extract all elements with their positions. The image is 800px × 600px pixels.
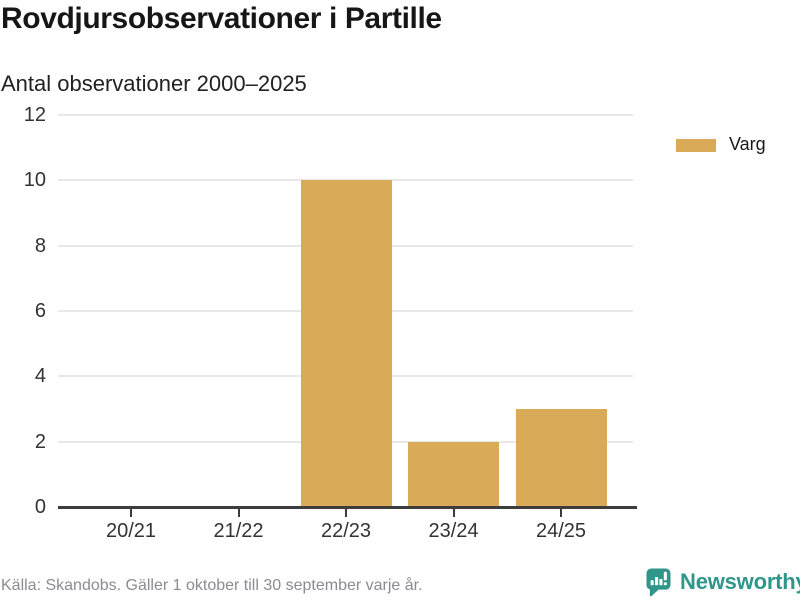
x-axis-label-24/25: 24/25 — [535, 520, 587, 542]
chart-title: Rovdjursobservationer i Partille — [1, 2, 442, 35]
bar-24/25 — [515, 409, 607, 507]
chart-subtitle: Antal observationer 2000–2025 — [1, 71, 307, 96]
x-axis-label-23/24: 23/24 — [428, 520, 479, 542]
source-note: Källa: Skandobs. Gäller 1 oktober till 3… — [1, 577, 423, 594]
legend-label-varg: Varg — [729, 134, 766, 154]
x-axis-tick-24/25 — [560, 508, 562, 517]
x-axis-tick-22/23 — [345, 508, 347, 517]
newsworthy-brand-name: Newsworthy — [680, 569, 800, 594]
newsworthy-brand: Newsworthy — [646, 568, 800, 598]
y-axis-label-12: 12 — [23, 104, 46, 126]
bar-22/23 — [300, 180, 392, 507]
x-axis-label-22/23: 22/23 — [320, 520, 372, 542]
newsworthy-logo-icon — [646, 568, 671, 597]
bar-23/24 — [408, 441, 499, 507]
y-axis-label-4: 4 — [34, 365, 46, 388]
y-axis-label-10: 10 — [23, 169, 46, 192]
x-axis-tick-23/24 — [452, 508, 455, 517]
x-axis-label-21/22: 21/22 — [213, 520, 264, 542]
x-axis-tick-20/21 — [130, 508, 132, 517]
y-axis-label-2: 2 — [34, 430, 46, 453]
x-axis-baseline — [58, 506, 637, 509]
legend-swatch-varg — [676, 139, 716, 152]
y-axis-label-8: 8 — [34, 234, 46, 257]
legend: Varg — [676, 134, 766, 155]
y-axis-label-6: 6 — [34, 300, 46, 322]
x-axis-label-20/21: 20/21 — [105, 520, 157, 542]
y-axis-label-0: 0 — [34, 496, 46, 518]
x-axis-tick-21/22 — [237, 508, 240, 517]
gridline-12 — [58, 114, 633, 116]
